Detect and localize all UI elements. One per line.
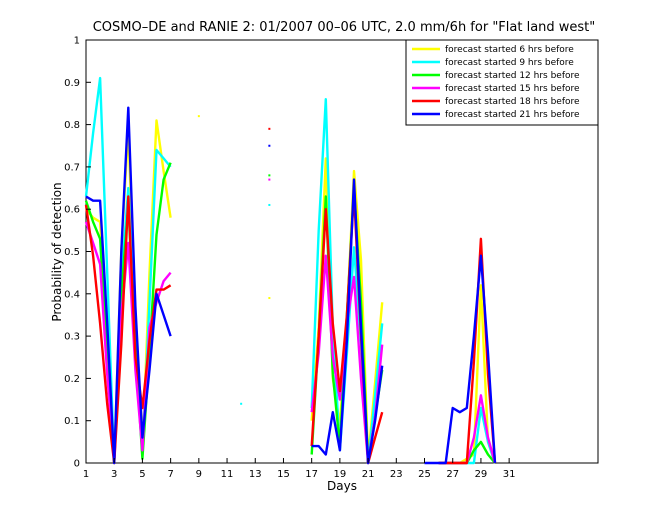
series-line xyxy=(311,178,384,465)
y-tick-label: 0.3 xyxy=(64,332,80,343)
y-tick-label: 0.6 xyxy=(64,205,80,216)
ticks-layer: 1 3 5 7 9 11 13 15 17 19 21 23 25 27 29 3100.10.20.30.4… xyxy=(64,36,515,481)
chart-title: COSMO–DE and RANIE 2: 01/2007 00–06 UTC,… xyxy=(93,20,596,35)
series-point xyxy=(268,178,271,181)
legend-items: forecast started 6 hrs before forecast st… xyxy=(412,45,580,120)
series-point xyxy=(268,203,271,206)
legend-label: forecast started 6 hrs before xyxy=(445,45,574,55)
series-line xyxy=(84,195,172,465)
legend-label: forecast started 9 hrs before xyxy=(445,58,574,68)
y-tick-label: 0.5 xyxy=(64,247,80,258)
legend-label: forecast started 15 hrs before xyxy=(445,84,580,94)
x-tick-label: 1 xyxy=(83,469,89,480)
legend-label: forecast started 21 hrs before xyxy=(445,110,580,120)
x-tick-label: 11 xyxy=(221,469,234,480)
x-tick-label: 31 xyxy=(503,469,516,480)
series-layer xyxy=(84,76,497,465)
series-point xyxy=(268,127,271,130)
x-tick-label: 29 xyxy=(475,469,488,480)
legend: forecast started 6 hrs before forecast st… xyxy=(405,39,599,126)
x-tick-label: 13 xyxy=(249,469,262,480)
x-tick-label: 17 xyxy=(305,469,318,480)
y-tick-label: 0 xyxy=(74,459,80,470)
series-point xyxy=(197,115,200,118)
series-point xyxy=(240,402,243,405)
y-tick-label: 1 xyxy=(74,36,80,47)
x-tick-label: 19 xyxy=(334,469,347,480)
series-line xyxy=(84,76,172,465)
legend-label: forecast started 18 hrs before xyxy=(445,97,580,107)
series-point xyxy=(268,144,271,147)
x-tick-label: 3 xyxy=(111,469,117,480)
series-line xyxy=(85,106,172,465)
y-tick-label: 0.4 xyxy=(64,289,80,300)
y-tick-label: 0.7 xyxy=(64,162,80,173)
y-tick-label: 0.9 xyxy=(64,78,80,89)
x-tick-label: 15 xyxy=(277,469,290,480)
series-point xyxy=(268,297,271,300)
x-axis-label: Days xyxy=(327,479,357,493)
y-tick-label: 0.2 xyxy=(64,374,80,385)
y-tick-label: 0.8 xyxy=(64,120,80,131)
x-tick-label: 21 xyxy=(362,469,375,480)
x-tick-label: 9 xyxy=(196,469,202,480)
x-tick-label: 5 xyxy=(139,469,145,480)
series-point xyxy=(268,174,271,177)
y-tick-label: 0.1 xyxy=(64,416,80,427)
series-line xyxy=(424,254,497,465)
legend-label: forecast started 12 hrs before xyxy=(445,71,580,81)
y-axis-label: Probability of detection xyxy=(50,182,64,321)
x-tick-label: 25 xyxy=(418,469,431,480)
series-6 xyxy=(85,106,497,465)
x-tick-label: 23 xyxy=(390,469,403,480)
legend-box xyxy=(405,39,599,126)
x-tick-label: 27 xyxy=(446,469,459,480)
x-tick-label: 7 xyxy=(167,469,173,480)
